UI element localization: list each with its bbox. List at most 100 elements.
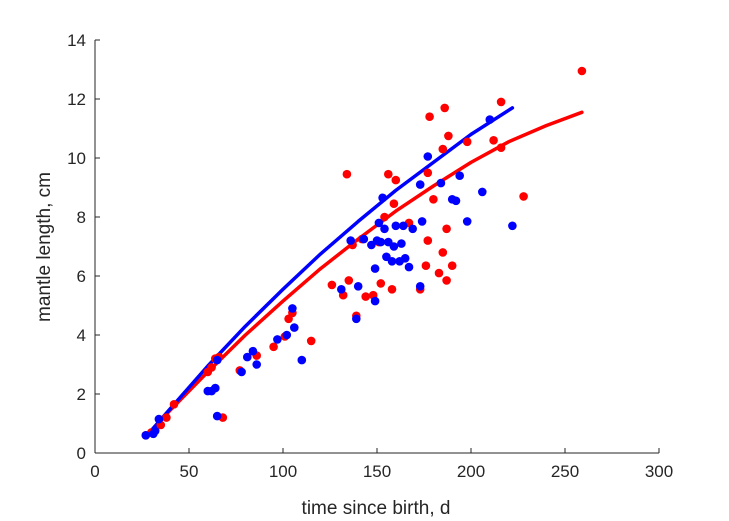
data-point-0	[389, 199, 399, 208]
x-tick-label: 0	[90, 462, 99, 481]
data-point-1	[297, 355, 307, 365]
data-point-1	[462, 217, 472, 226]
data-point-0	[444, 131, 453, 141]
y-tick-label: 14	[67, 31, 86, 50]
data-point-0	[440, 103, 450, 113]
data-point-1	[252, 360, 261, 369]
data-point-0	[438, 248, 448, 257]
data-point-1	[237, 367, 246, 377]
data-point-1	[451, 196, 461, 206]
x-tick-label: 200	[457, 462, 485, 481]
data-point-1	[399, 221, 408, 231]
data-point-1	[212, 411, 222, 421]
data-point-0	[519, 192, 528, 201]
data-point-1	[404, 262, 414, 272]
data-point-1	[370, 264, 380, 273]
plot-area	[141, 66, 587, 440]
data-point-0	[442, 224, 451, 234]
data-point-0	[496, 143, 506, 152]
data-point-0	[306, 336, 316, 346]
data-point-1	[248, 346, 258, 356]
data-point-0	[423, 236, 433, 245]
x-tick-label: 300	[645, 462, 673, 481]
data-point-0	[344, 276, 354, 285]
data-point-1	[288, 304, 297, 313]
data-point-1	[141, 431, 151, 440]
data-point-1	[436, 178, 446, 188]
data-point-1	[397, 239, 406, 248]
data-point-0	[361, 292, 371, 301]
data-point-1	[374, 218, 384, 228]
data-point-0	[162, 413, 171, 422]
data-point-0	[462, 137, 472, 147]
data-point-1	[408, 224, 418, 234]
data-point-0	[384, 169, 393, 179]
data-point-0	[447, 261, 457, 271]
data-point-1	[282, 330, 292, 340]
data-point-1	[391, 221, 401, 231]
y-tick-label: 10	[67, 149, 86, 168]
data-point-1	[378, 193, 387, 203]
data-point-0	[207, 363, 216, 372]
data-point-1	[337, 285, 346, 294]
data-point-1	[154, 414, 164, 424]
data-point-0	[380, 212, 389, 222]
data-point-0	[489, 136, 498, 145]
data-point-0	[496, 97, 506, 107]
data-point-1	[417, 217, 427, 226]
data-point-1	[150, 426, 160, 436]
x-tick-label: 100	[269, 462, 297, 481]
data-point-0	[342, 169, 352, 179]
data-point-1	[243, 352, 252, 362]
x-axis-title: time since birth, d	[302, 498, 451, 519]
data-point-0	[376, 279, 386, 288]
data-point-1	[455, 171, 465, 180]
y-tick-label: 8	[77, 208, 86, 227]
data-point-1	[376, 237, 386, 247]
data-point-1	[346, 236, 356, 245]
x-tick-label: 50	[180, 462, 199, 481]
data-point-0	[421, 261, 431, 271]
y-tick-label: 2	[77, 385, 86, 404]
data-point-1	[211, 383, 220, 393]
y-tick-label: 0	[77, 444, 86, 463]
y-tick-label: 4	[77, 326, 86, 345]
data-point-0	[438, 144, 448, 154]
x-tick-label: 250	[551, 462, 579, 481]
y-axis-title: mantle length, cm	[34, 172, 55, 322]
data-point-1	[389, 242, 399, 251]
data-point-1	[478, 187, 487, 197]
data-point-1	[380, 224, 389, 234]
y-tick-label: 12	[67, 90, 86, 109]
data-point-1	[290, 323, 299, 332]
data-point-1	[352, 314, 361, 324]
data-point-0	[387, 285, 397, 294]
data-point-0	[423, 168, 433, 178]
data-point-1	[485, 115, 495, 124]
data-point-1	[508, 221, 517, 231]
data-point-1	[415, 282, 425, 291]
data-point-0	[269, 342, 278, 352]
data-point-1	[415, 180, 425, 189]
data-point-0	[425, 112, 434, 121]
data-point-1	[387, 257, 397, 266]
data-point-0	[429, 195, 438, 204]
data-point-0	[442, 276, 451, 285]
data-point-1	[273, 335, 282, 344]
data-point-1	[359, 234, 369, 244]
data-point-1	[370, 296, 380, 306]
data-point-0	[434, 268, 444, 278]
data-point-0	[169, 400, 179, 409]
y-tick-label: 6	[77, 267, 86, 286]
data-point-1	[400, 253, 410, 263]
data-point-1	[212, 355, 222, 365]
fit-curve-3	[144, 106, 515, 439]
data-point-0	[327, 280, 337, 290]
data-point-1	[423, 152, 433, 161]
data-point-0	[577, 66, 587, 76]
data-point-1	[353, 282, 363, 291]
data-point-0	[391, 175, 401, 185]
axes: 0 50 100 150 200 250 300 0 2 4 6 8 10 12 14	[67, 31, 673, 481]
